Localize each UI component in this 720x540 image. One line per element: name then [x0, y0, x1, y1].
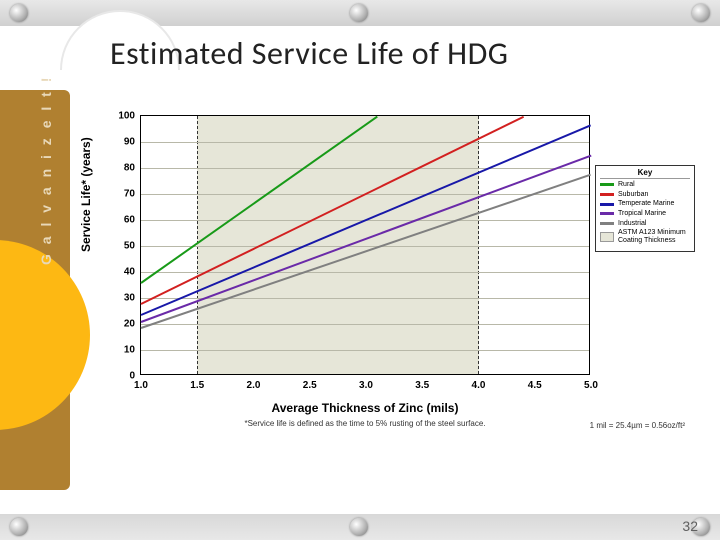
- legend-item: Suburban: [600, 191, 690, 199]
- y-tick-label: 10: [124, 345, 141, 356]
- y-tick-label: 80: [124, 163, 141, 174]
- x-tick-label: 5.0: [584, 374, 598, 391]
- y-tick-label: 60: [124, 215, 141, 226]
- x-tick-label: 3.5: [415, 374, 429, 391]
- y-tick-label: 50: [124, 241, 141, 252]
- rivet-icon: [10, 4, 28, 22]
- legend-item: Rural: [600, 181, 690, 189]
- legend-item: ASTM A123 Minimum Coating Thickness: [600, 229, 690, 244]
- legend-label: Temperate Marine: [618, 200, 690, 208]
- gridline: [141, 246, 589, 247]
- legend-item: Temperate Marine: [600, 200, 690, 208]
- rivet-icon: [350, 518, 368, 536]
- chart-legend: Key Rural SuburbanTemperate Marine Tropica…: [595, 165, 695, 252]
- legend-swatch: [600, 183, 614, 186]
- chart-footnote: *Service life is defined as the time to …: [140, 419, 590, 428]
- x-tick-label: 2.0: [247, 374, 261, 391]
- y-tick-label: 20: [124, 319, 141, 330]
- y-tick-label: 90: [124, 137, 141, 148]
- y-tick-label: 100: [118, 111, 141, 122]
- sidebar-label: G a l v a n i z e I t !: [38, 75, 54, 265]
- x-axis-label: Average Thickness of Zinc (mils): [140, 401, 590, 415]
- x-tick-label: 2.5: [303, 374, 317, 391]
- page-number: 32: [682, 518, 698, 534]
- legend-swatch: [600, 203, 614, 206]
- sidebar: G a l v a n i z e I t !: [0, 90, 70, 490]
- x-tick-label: 4.0: [472, 374, 486, 391]
- slide-root: Estimated Service Life of HDG G a l v a …: [0, 0, 720, 540]
- sidebar-arc: [0, 240, 90, 430]
- gridline: [141, 142, 589, 143]
- x-tick-label: 3.0: [359, 374, 373, 391]
- legend-swatch: [600, 212, 614, 215]
- legend-item: Industrial: [600, 220, 690, 228]
- plot-area: 01020304050607080901001.01.52.02.53.03.5…: [140, 115, 590, 375]
- y-tick-label: 40: [124, 267, 141, 278]
- gridline: [141, 168, 589, 169]
- x-tick-label: 4.5: [528, 374, 542, 391]
- legend-label: Suburban: [618, 191, 690, 199]
- gridline: [141, 324, 589, 325]
- legend-item: Tropical Marine: [600, 210, 690, 218]
- legend-label: Industrial: [618, 220, 690, 228]
- x-tick-label: 1.5: [190, 374, 204, 391]
- legend-label: ASTM A123 Minimum Coating Thickness: [618, 229, 690, 244]
- legend-label: Tropical Marine: [618, 210, 690, 218]
- astm-band: [197, 116, 478, 374]
- rivet-icon: [10, 518, 28, 536]
- x-tick-label: 1.0: [134, 374, 148, 391]
- gridline: [141, 350, 589, 351]
- y-axis-label: Service Life* (years): [79, 137, 93, 252]
- rivet-icon: [692, 4, 710, 22]
- rivet-icon: [350, 4, 368, 22]
- service-life-chart: Service Life* (years) 010203040506070809…: [80, 115, 695, 455]
- legend-swatch: [600, 222, 614, 225]
- y-tick-label: 70: [124, 189, 141, 200]
- y-tick-label: 30: [124, 293, 141, 304]
- legend-swatch: [600, 193, 614, 196]
- page-title: Estimated Service Life of HDG: [110, 34, 508, 73]
- mil-conversion-note: 1 mil = 25.4µm = 0.56oz/ft²: [590, 421, 685, 430]
- legend-swatch: [600, 232, 614, 242]
- legend-label: Rural: [618, 181, 690, 189]
- legend-title: Key: [600, 168, 690, 179]
